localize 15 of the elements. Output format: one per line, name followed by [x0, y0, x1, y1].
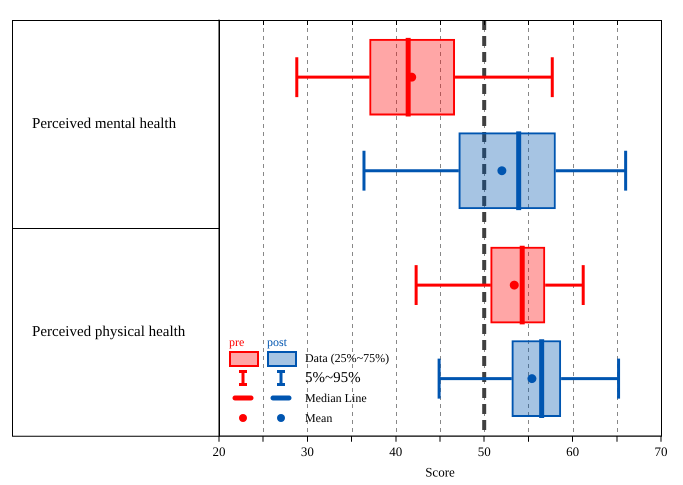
annotation: Mean	[305, 410, 332, 426]
text: pre	[229, 334, 244, 349]
x-tick-label: 70	[654, 444, 668, 460]
annotation: Data (25%~75%)	[305, 350, 390, 366]
x-tick-label: 40	[389, 444, 402, 460]
x-tick-label: 60	[566, 444, 580, 460]
y-tick-label: Perceived mental health	[32, 116, 177, 132]
y-tick-label: Perceived physical health	[32, 324, 186, 340]
x-axis-title: Score	[425, 464, 456, 480]
x-tick-label: 50	[478, 444, 491, 460]
x-tick-label: 20	[212, 444, 226, 460]
x-tick-label: 30	[300, 444, 314, 460]
text: post	[267, 334, 288, 349]
annotation: Median Line	[305, 390, 367, 406]
annotation: 5%~95%	[305, 370, 361, 386]
